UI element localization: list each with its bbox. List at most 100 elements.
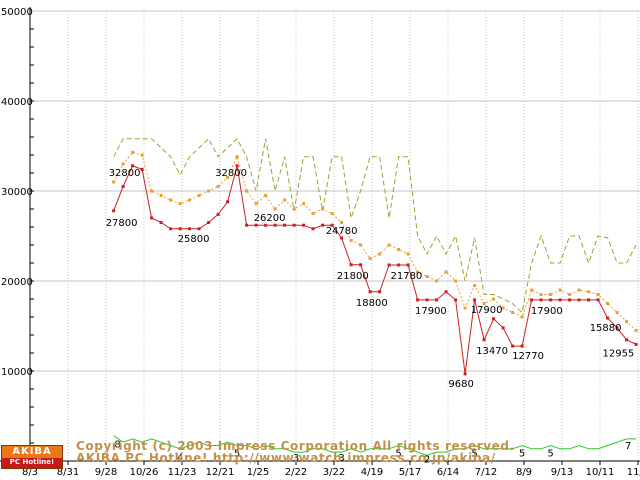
average-price-marker [615, 311, 619, 314]
average-price-marker [207, 189, 211, 193]
lowest-price-marker [492, 317, 496, 321]
average-price-marker [397, 248, 401, 251]
shop-count-label: 8 [114, 440, 120, 451]
x-tick-label: 12/21 [206, 467, 235, 478]
average-price-marker [577, 288, 581, 292]
average-price-marker [463, 306, 467, 310]
lowest-price-marker [159, 221, 163, 224]
lowest-price-marker [539, 298, 543, 302]
average-price-marker [349, 239, 353, 242]
average-price-marker [625, 320, 629, 323]
price-data-label: 32800 [215, 168, 247, 179]
x-tick-label: 6/14 [437, 467, 459, 478]
average-price-marker [226, 176, 230, 179]
average-price-marker [216, 185, 220, 188]
shop-count-label: 5 [234, 449, 240, 460]
lowest-price-marker [368, 290, 372, 294]
average-price-marker [549, 293, 553, 296]
price-data-label: 27800 [106, 218, 138, 229]
akiba-logo-text: AKIBA [2, 446, 62, 458]
copyright-line1: Copyright (c) 2003 Impress Corporation A… [76, 439, 515, 453]
lowest-price-marker [311, 227, 315, 231]
average-price-marker [340, 221, 344, 224]
lowest-price-marker [340, 236, 344, 240]
average-price-marker [387, 243, 391, 247]
average-price-marker [444, 270, 448, 274]
x-tick-label: 8/3 [22, 467, 38, 478]
average-price-marker [568, 293, 572, 296]
shop-count-label: 5 [395, 449, 401, 460]
lowest-price-marker [121, 185, 125, 188]
average-price-marker [302, 202, 306, 206]
lowest-price-marker [482, 338, 486, 342]
average-price-marker [530, 288, 534, 292]
shop-count-label: 5 [519, 449, 525, 460]
average-price-marker [482, 302, 486, 305]
lowest-price-marker [473, 298, 477, 302]
lowest-price-marker [254, 223, 258, 227]
average-price-marker [235, 155, 239, 159]
price-data-label: 9680 [448, 379, 473, 390]
lowest-price-marker [568, 298, 572, 302]
price-data-label: 24780 [326, 226, 358, 237]
lowest-price-marker [397, 263, 401, 267]
average-price-marker [435, 279, 439, 283]
lowest-price-marker [321, 223, 325, 227]
average-price-marker [454, 279, 458, 283]
lowest-price-marker [444, 290, 448, 294]
lowest-price-marker [435, 298, 439, 302]
y-tick-label: 30000 [1, 187, 33, 198]
price-data-label: 26200 [254, 213, 286, 224]
lowest-price-marker [207, 221, 211, 224]
x-tick-label: 8/9 [516, 467, 532, 478]
shop-count-label: 2 [424, 454, 430, 465]
lowest-price-marker [558, 298, 562, 302]
average-price-marker [492, 297, 496, 301]
average-price-marker [169, 198, 173, 202]
x-tick-label: 11/23 [168, 467, 197, 478]
x-tick-label: 9/13 [551, 467, 573, 478]
price-data-label: 21780 [390, 271, 422, 282]
average-price-marker [112, 180, 116, 184]
average-price-marker [378, 252, 382, 256]
akiba-pc-hotline-logo: AKIBA PC Hotline! [1, 445, 63, 469]
pc-hotline-logo-text: PC Hotline! [2, 458, 62, 468]
lowest-price-marker [169, 227, 173, 231]
average-price-marker [511, 311, 515, 314]
average-price-marker [254, 202, 258, 206]
shop-count-label: 3 [338, 453, 344, 464]
y-tick-label: 40000 [1, 97, 33, 108]
copyright-watermark: Copyright (c) 2003 Impress Corporation A… [76, 440, 515, 464]
shop-count-label: 3 [293, 453, 299, 464]
lowest-price-marker [587, 298, 591, 302]
lowest-price-marker [112, 209, 116, 213]
lowest-price-marker [150, 216, 154, 220]
lowest-price-marker [378, 290, 382, 294]
lowest-price-marker [549, 298, 553, 302]
average-price-marker [197, 194, 201, 197]
average-price-marker [188, 198, 192, 202]
price-data-label: 21800 [337, 271, 369, 282]
average-price-marker [416, 270, 420, 274]
lowest-price-marker [359, 263, 363, 267]
average-price-marker [406, 252, 410, 256]
lowest-price-marker [530, 298, 534, 302]
copyright-line2: AKIBA PC Hotline! http://www.watch.impre… [76, 451, 496, 465]
x-tick-label: 9/28 [95, 467, 117, 478]
price-data-label: 18800 [356, 298, 388, 309]
x-tick-label: 1/25 [247, 467, 269, 478]
lowest-price-marker [273, 223, 277, 227]
y-tick-label: 10000 [1, 367, 33, 378]
average-price-marker [330, 212, 334, 215]
lowest-price-marker [416, 298, 420, 302]
average-price-marker [520, 315, 524, 319]
lowest-price-marker [226, 200, 230, 204]
shop-count-label: 4 [177, 453, 183, 464]
average-price-marker [159, 194, 163, 197]
shop-count-label: 7 [625, 441, 631, 452]
average-price-marker [321, 207, 325, 211]
price-data-label: 17900 [531, 306, 563, 317]
x-tick-label: 4/19 [361, 467, 383, 478]
